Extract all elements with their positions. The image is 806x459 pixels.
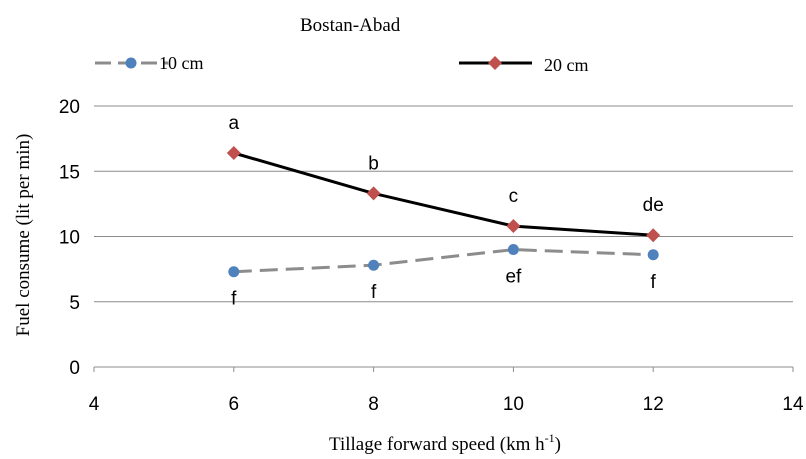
y-axis-label: Fuel consume (lit per min) xyxy=(13,134,34,337)
legend-marker-20cm xyxy=(488,56,502,70)
data-label-20cm-x6: a xyxy=(229,113,240,134)
legend-item-10cm: 10 cm xyxy=(95,53,204,73)
x-tick-label-8: 8 xyxy=(368,394,379,415)
marker-20cm-x12 xyxy=(646,228,661,243)
x-axis-label-exponent: -1 xyxy=(545,431,555,445)
marker-10cm-x10 xyxy=(507,244,519,256)
data-label-10cm-x10: ef xyxy=(505,267,522,288)
marker-10cm-x12 xyxy=(647,249,659,261)
series xyxy=(233,151,654,274)
x-tick-label-14: 14 xyxy=(782,394,804,415)
data-label-10cm-x12: f xyxy=(651,272,657,293)
legend-label-20cm: 20 cm xyxy=(544,55,589,75)
marker-20cm-x8 xyxy=(366,186,381,201)
marker-10cm-x8 xyxy=(368,259,380,271)
marker-20cm-x6 xyxy=(226,145,241,160)
gridlines xyxy=(94,105,793,303)
data-label-20cm-x8: b xyxy=(368,153,379,174)
series-line-20cm xyxy=(233,151,654,237)
x-tick-label-6: 6 xyxy=(229,394,240,415)
series-line-10cm xyxy=(233,248,654,274)
legend: 10 cm 20 cm xyxy=(95,53,589,75)
data-label-10cm-x8: f xyxy=(371,282,377,303)
data-label-20cm-x10: c xyxy=(509,186,519,207)
x-axis-label: Tillage forward speed (km h-1) xyxy=(329,431,561,455)
chart-title: Bostan-Abad xyxy=(300,15,401,36)
x-axis-label-main: Tillage forward speed (km h xyxy=(329,434,545,455)
marker-20cm-x10 xyxy=(506,219,521,234)
data-label-10cm-x6: f xyxy=(231,289,237,310)
tick-labels: 4 6 8 10 12 14 0 5 10 15 20 xyxy=(59,97,804,415)
data-labels: f f ef f a b c de xyxy=(229,113,664,310)
y-tick-label-10: 10 xyxy=(59,228,80,249)
y-tick-label-0: 0 xyxy=(69,358,80,379)
legend-marker-10cm xyxy=(125,57,137,69)
y-tick-label-20: 20 xyxy=(59,97,80,118)
markers xyxy=(226,145,661,278)
y-tick-label-5: 5 xyxy=(69,293,80,314)
marker-10cm-x6 xyxy=(228,266,240,278)
y-tick-label-15: 15 xyxy=(59,162,80,183)
data-label-20cm-x12: de xyxy=(643,195,664,216)
x-tick-label-12: 12 xyxy=(643,394,664,415)
legend-label-10cm: 10 cm xyxy=(159,53,204,73)
x-axis-label-close: ) xyxy=(555,434,561,455)
x-tick-label-4: 4 xyxy=(89,394,100,415)
x-tick-label-10: 10 xyxy=(503,394,524,415)
legend-item-20cm: 20 cm xyxy=(459,55,589,75)
